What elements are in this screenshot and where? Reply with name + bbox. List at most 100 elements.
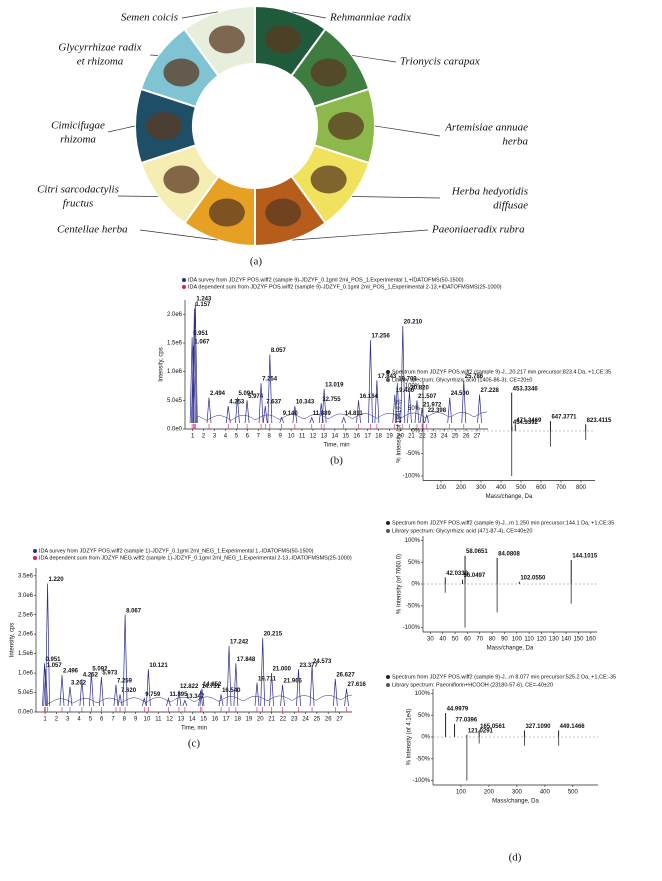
x-tick-label: 4	[77, 717, 81, 723]
x-tick-label: 1	[43, 717, 47, 723]
peak	[447, 397, 453, 424]
leader-line	[374, 125, 441, 137]
peak-label: 10.121	[149, 663, 168, 669]
peak-label: 14.811	[345, 411, 364, 417]
herb-label: diffusae	[493, 200, 528, 212]
peak-label: 10.343	[296, 400, 315, 406]
x-tick-label: 25	[314, 717, 321, 723]
herb-photo	[208, 25, 245, 54]
baseline-trace	[196, 411, 488, 421]
peak-label: 327.1090	[525, 724, 551, 730]
herb-label: Artemisiae annuae	[444, 122, 528, 134]
peak	[392, 394, 398, 424]
peak-label: 25.786	[465, 374, 484, 380]
peak-label: 22.398	[428, 408, 447, 414]
leader-line	[352, 55, 397, 63]
leader-line	[107, 125, 136, 133]
peak-label: 21.507	[418, 394, 437, 400]
x-tick-label: 130	[549, 637, 560, 643]
x-tick-label: 400	[540, 790, 551, 796]
peak-label: 23.377	[300, 663, 319, 669]
peak-label: 5.973	[102, 671, 118, 677]
x-tick-label: 21	[268, 717, 275, 723]
x-tick-label: 26	[325, 717, 332, 723]
y-tick-label: 5.0e5	[18, 690, 34, 696]
peak-label: 5.092	[92, 667, 108, 673]
peak	[461, 380, 467, 424]
x-tick-label: 16	[353, 434, 360, 440]
herb-photo	[310, 165, 347, 194]
x-tick-label: 90	[501, 637, 508, 643]
peak	[280, 684, 285, 707]
herb-photo	[163, 165, 200, 194]
peak-label: 14.852	[203, 682, 222, 688]
peak-label: 9.140	[283, 411, 299, 417]
peak-label: 13.347	[186, 694, 205, 700]
x-axis-title: Mass/change, Da	[492, 799, 539, 805]
x-tick-label: 21	[408, 434, 415, 440]
peak	[89, 673, 94, 707]
x-tick-label: 11	[155, 717, 162, 723]
x-tick-label: 500	[568, 790, 579, 796]
peak	[182, 699, 188, 707]
leader-line	[292, 11, 327, 19]
legend-label: Library spectrum: Glycyrrhizic acid (471…	[392, 528, 532, 534]
peak-label: 12.822	[180, 684, 199, 690]
panel-label: (b)	[330, 455, 343, 467]
y-tick-label: 0%	[411, 582, 420, 588]
peak	[341, 416, 347, 424]
peak-label: 8.057	[271, 348, 287, 354]
peak	[67, 686, 73, 707]
peak-label: 27.228	[481, 388, 500, 394]
x-tick-label: 10	[144, 717, 151, 723]
peak-label: 24.573	[313, 659, 332, 665]
legend-marker	[33, 556, 37, 560]
peak	[258, 383, 264, 424]
x-tick-label: 20	[397, 434, 404, 440]
peak	[477, 394, 482, 424]
x-tick-label: 4	[224, 434, 228, 440]
peak	[279, 416, 285, 424]
x-tick-label: 120	[536, 637, 547, 643]
legend-marker	[33, 549, 37, 553]
peak-label: 7.254	[262, 377, 278, 383]
y-tick-label: -50%	[406, 603, 421, 609]
herb-photo	[310, 58, 347, 87]
herb-label: fructus	[63, 198, 94, 210]
panel-label: (c)	[188, 738, 201, 750]
peak-label: 12.755	[322, 397, 341, 403]
y-tick-label: 1.0e6	[167, 369, 183, 375]
peak-label: 42.0339	[446, 571, 468, 577]
legend-marker	[386, 675, 390, 679]
x-tick-label: 13	[321, 434, 328, 440]
peak-label: 84.0808	[498, 551, 520, 557]
x-tick-label: 25	[452, 434, 459, 440]
y-tick-label: -100%	[413, 778, 431, 784]
x-tick-label: 2	[202, 434, 206, 440]
x-tick-label: 50	[452, 637, 459, 643]
panel-label: (d)	[509, 852, 522, 864]
legend-marker	[386, 529, 390, 533]
peak	[374, 380, 380, 424]
peak-label: 24.500	[451, 391, 470, 397]
peak	[356, 400, 361, 424]
peak	[269, 673, 274, 707]
y-tick-label: 2.0e6	[167, 312, 183, 318]
legend-label: IDA dependent sum from JDZYF POS.wiff2 (…	[188, 284, 502, 290]
peak-label: 165.0561	[480, 724, 506, 730]
peak	[321, 388, 327, 424]
x-tick-label: 27	[474, 434, 481, 440]
x-tick-label: 24	[302, 717, 309, 723]
herb-photo	[265, 25, 302, 54]
peak	[191, 345, 196, 424]
peak-label: 56.0497	[464, 573, 486, 579]
peak-label: 17.256	[371, 334, 390, 340]
legend-marker	[386, 521, 390, 525]
x-tick-label: 80	[489, 637, 496, 643]
x-tick-label: 500	[516, 485, 527, 491]
x-tick-label: 110	[524, 637, 534, 643]
peak	[292, 406, 298, 424]
peak	[400, 325, 406, 424]
peak	[309, 416, 315, 424]
legend-label: Library spectrum: Paeoniflorin+HCOOH (23…	[392, 682, 553, 688]
